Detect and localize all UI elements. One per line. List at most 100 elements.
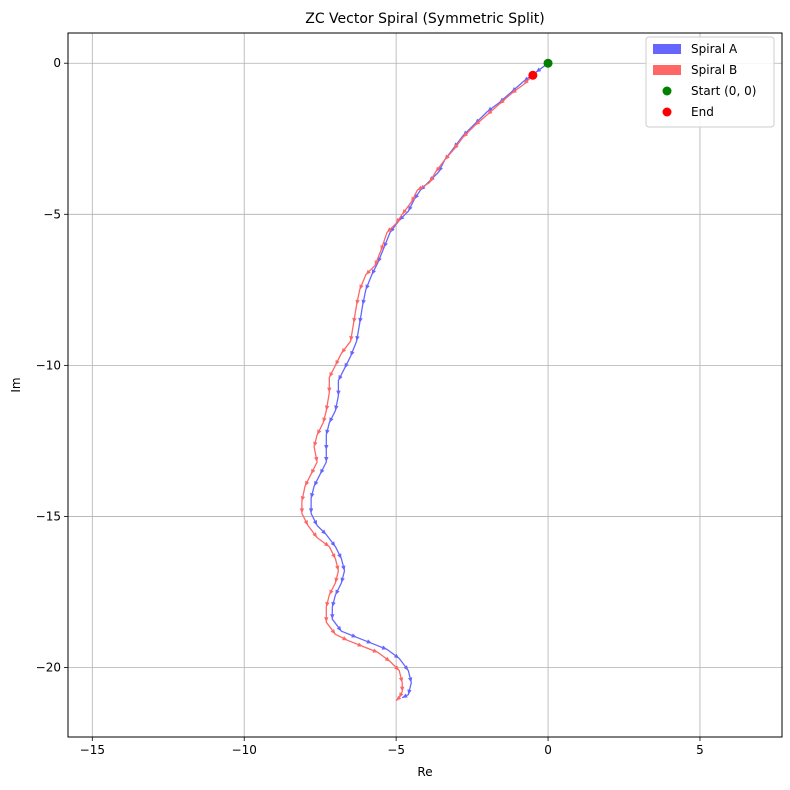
spiral-vector-arrow <box>355 299 360 305</box>
spiral-vector-arrow <box>463 132 469 138</box>
spiral-vector-arrow <box>338 375 343 381</box>
legend-marker-icon <box>662 107 672 117</box>
spiral-vector-arrow <box>314 480 319 487</box>
plot-frame <box>67 32 783 738</box>
spiral-vector-arrow <box>324 457 329 462</box>
spiral-vector-arrow <box>312 532 318 538</box>
spiral-vector-arrow <box>355 335 360 342</box>
spiral-vector-arrow <box>396 695 402 701</box>
spiral-vector-arrow <box>311 468 316 475</box>
spiral-vector-arrow <box>313 441 318 447</box>
spiral-vector-arrow <box>327 387 332 393</box>
spiral-vector-arrow <box>417 185 423 191</box>
spiral-vector-arrow <box>381 645 387 650</box>
spiral-vector-arrow <box>342 636 348 641</box>
spiral-vector-arrow <box>330 541 336 547</box>
spiral-vector-arrow <box>321 529 327 535</box>
spiral-vector-arrow <box>535 67 542 73</box>
x-axis-label: Re <box>417 765 432 779</box>
spiral-vector-arrow <box>303 520 308 526</box>
spiral-vector-arrow <box>341 565 346 571</box>
spiral-vector-arrow <box>322 417 327 423</box>
spiral-vector-arrow <box>310 492 315 499</box>
spiral-vector-arrow <box>334 405 339 411</box>
spiral-vector-arrow <box>358 317 363 324</box>
spiral-vector-arrow <box>429 177 434 183</box>
spiral-vector-arrow <box>308 508 314 514</box>
legend-marker-icon <box>662 86 672 96</box>
spiral-vector-arrow <box>331 553 336 559</box>
spiral-vector-arrow <box>325 429 330 435</box>
spiral-vector-arrow <box>324 405 330 411</box>
spiral-vector-arrow <box>335 359 340 366</box>
spiral-vector-arrow <box>402 693 408 698</box>
series-layer <box>299 62 549 702</box>
y-axis-label: Im <box>9 377 23 392</box>
spiral-vector-arrow <box>511 88 517 94</box>
spiral-vector-arrow <box>384 656 391 662</box>
spiral-vector-arrow <box>453 144 459 150</box>
spiral-vector-arrow <box>398 677 404 683</box>
y-tick-label: −15 <box>36 509 61 523</box>
spiral-vector-arrow <box>435 166 441 172</box>
legend-label: Spiral B <box>691 63 737 77</box>
y-tick-label: −5 <box>43 207 61 221</box>
legend-box <box>645 36 775 128</box>
spiral-vector-arrow <box>314 456 319 462</box>
spiral-vector-arrow <box>349 335 354 342</box>
spiral-vector-arrow <box>399 692 404 698</box>
spiral-vector-arrow <box>371 269 376 275</box>
spiral-vector-arrow <box>408 205 413 212</box>
spiral-vector-arrow <box>438 166 443 172</box>
chart-title: ZC Vector Spiral (Symmetric Split) <box>305 11 545 27</box>
x-tick-label: −5 <box>387 743 405 757</box>
spiral-vector-arrow <box>340 577 345 583</box>
spiral-vector-arrow <box>300 496 306 502</box>
spiral-vector-arrow <box>523 79 529 85</box>
spiral-vector-arrow <box>334 577 339 583</box>
spiral-vector-arrow <box>383 242 388 248</box>
spiral-vector-arrow <box>331 601 336 608</box>
x-tick-label: −15 <box>80 743 105 757</box>
spiral-vector-arrow <box>403 665 409 671</box>
x-tick-label: −10 <box>232 743 257 757</box>
grid-layer <box>68 33 782 737</box>
spiral-vector-arrow <box>487 109 493 115</box>
spiral-vector-arrow <box>329 417 334 423</box>
y-tick-label: −20 <box>36 661 61 675</box>
spiral-vector-arrow <box>330 614 335 620</box>
spiral-vector-arrow <box>361 299 366 305</box>
spiral-vector-arrow <box>394 665 400 671</box>
spiral-vector-arrow <box>320 468 325 475</box>
spiral-vector-arrow <box>400 686 405 692</box>
spiral-vector-arrow <box>324 541 330 547</box>
spiral-vector-arrow <box>305 480 310 487</box>
spiral-vector-arrow <box>372 648 378 653</box>
spiral-vector-arrow <box>387 227 393 233</box>
spiral-vector-arrow <box>365 269 371 275</box>
spiral-vector-arrow <box>499 99 505 104</box>
spiral-vector-arrow <box>337 553 342 559</box>
spiral-vector-arrow <box>475 120 481 126</box>
spiral-vector-arrow <box>396 218 401 224</box>
point-marker <box>528 70 538 80</box>
legend-label: End <box>691 105 714 119</box>
spiral-vector-arrow <box>324 617 329 623</box>
y-tick-label: 0 <box>53 56 61 70</box>
spiral-series-line <box>301 74 534 702</box>
spiral-vector-arrow <box>402 209 407 215</box>
spiral-vector-arrow <box>407 689 412 695</box>
spiral-vector-arrow <box>325 601 330 608</box>
spiral-vector-arrow <box>336 625 342 632</box>
spiral-vector-arrow <box>411 196 416 203</box>
spiral-vector-arrow <box>330 629 336 635</box>
x-tick-label: 5 <box>696 743 704 757</box>
tick-layer: −15 −10 −5 0 5 0 −5 −10 −15 −20 <box>36 56 704 757</box>
spiral-vector-arrow <box>399 215 405 221</box>
legend-swatch <box>653 65 681 75</box>
spiral-vector-arrow <box>350 350 355 357</box>
point-marker <box>543 58 553 68</box>
spiral-vector-arrow <box>351 633 357 638</box>
spiral-vector-arrow <box>317 429 322 435</box>
